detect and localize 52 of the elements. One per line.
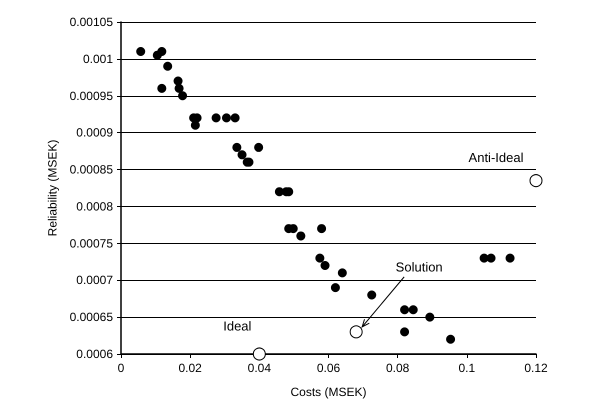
point <box>350 325 363 338</box>
y-tick-label: 0.0009 <box>76 126 114 140</box>
x-tick-label: 0.08 <box>386 361 410 375</box>
annotation: Solution <box>396 259 443 274</box>
y-tick-label: 0.001 <box>82 52 114 66</box>
point <box>425 312 434 322</box>
point <box>338 268 347 278</box>
point <box>530 174 542 188</box>
y-tick-label: 0.00075 <box>70 236 114 250</box>
point <box>252 348 266 360</box>
x-tick-label: 0 <box>118 361 125 375</box>
point <box>174 84 184 93</box>
point <box>506 254 515 263</box>
point <box>222 113 231 122</box>
annotation: Anti-Ideal <box>468 150 524 166</box>
point <box>400 327 410 336</box>
y-tick-label: 0.00095 <box>70 88 114 103</box>
point <box>136 47 146 56</box>
x-tick-label: 0.06 <box>316 361 340 375</box>
point <box>296 231 306 240</box>
point <box>254 142 264 152</box>
point <box>178 91 188 100</box>
point <box>238 150 247 160</box>
point <box>446 334 456 344</box>
y-tick-label: 0.00065 <box>70 310 114 324</box>
point <box>408 305 418 314</box>
point <box>367 290 376 300</box>
y-tick-label: 0.0006 <box>76 347 114 361</box>
x-tick-label: 0.02 <box>178 361 202 375</box>
point <box>317 224 326 234</box>
point <box>232 142 242 152</box>
point <box>157 47 166 56</box>
point <box>174 76 183 86</box>
annotation: Ideal <box>223 318 252 334</box>
x-tick-label: 0.12 <box>524 361 548 375</box>
point <box>400 305 410 314</box>
point <box>320 260 330 270</box>
point <box>163 62 172 71</box>
x-axis-title: Costs (MSEK) <box>290 385 367 399</box>
y-tick-label: 0.0007 <box>76 273 114 288</box>
y-tick-label: 0.0008 <box>76 199 114 214</box>
point <box>230 113 240 122</box>
point <box>157 84 166 93</box>
point <box>212 113 221 122</box>
point <box>330 283 340 292</box>
y-tick-label: 0.00105 <box>70 15 114 29</box>
point <box>315 254 324 263</box>
x-tick-label: 0.04 <box>248 361 272 375</box>
point <box>486 254 496 263</box>
y-axis-title: Reliability (MSEK) <box>46 140 60 236</box>
x-tick-label: 0.1 <box>458 361 476 375</box>
y-tick-label: 0.00085 <box>70 162 114 177</box>
